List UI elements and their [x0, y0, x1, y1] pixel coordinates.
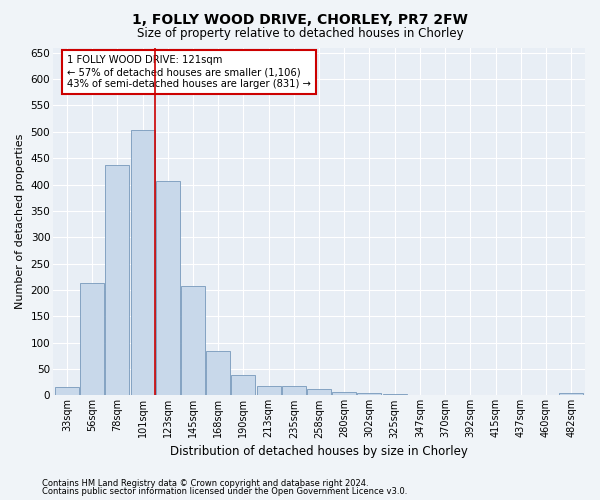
Bar	[232, 376, 256, 396]
Bar	[80, 283, 104, 396]
Bar	[559, 393, 583, 396]
Bar	[433, 395, 457, 396]
Text: Size of property relative to detached houses in Chorley: Size of property relative to detached ho…	[137, 28, 463, 40]
Text: 1, FOLLY WOOD DRIVE, CHORLEY, PR7 2FW: 1, FOLLY WOOD DRIVE, CHORLEY, PR7 2FW	[132, 12, 468, 26]
Bar	[106, 165, 130, 396]
Bar	[383, 394, 407, 396]
X-axis label: Distribution of detached houses by size in Chorley: Distribution of detached houses by size …	[170, 444, 468, 458]
Bar	[206, 351, 230, 396]
Text: 1 FOLLY WOOD DRIVE: 121sqm
← 57% of detached houses are smaller (1,106)
43% of s: 1 FOLLY WOOD DRIVE: 121sqm ← 57% of deta…	[67, 56, 311, 88]
Bar	[358, 393, 382, 396]
Bar	[181, 286, 205, 396]
Bar	[257, 386, 281, 396]
Bar	[332, 392, 356, 396]
Bar	[408, 395, 432, 396]
Text: Contains public sector information licensed under the Open Government Licence v3: Contains public sector information licen…	[42, 487, 407, 496]
Bar	[282, 386, 306, 396]
Bar	[131, 130, 155, 396]
Y-axis label: Number of detached properties: Number of detached properties	[15, 134, 25, 309]
Bar	[55, 388, 79, 396]
Bar	[156, 181, 180, 396]
Bar	[307, 389, 331, 396]
Text: Contains HM Land Registry data © Crown copyright and database right 2024.: Contains HM Land Registry data © Crown c…	[42, 478, 368, 488]
